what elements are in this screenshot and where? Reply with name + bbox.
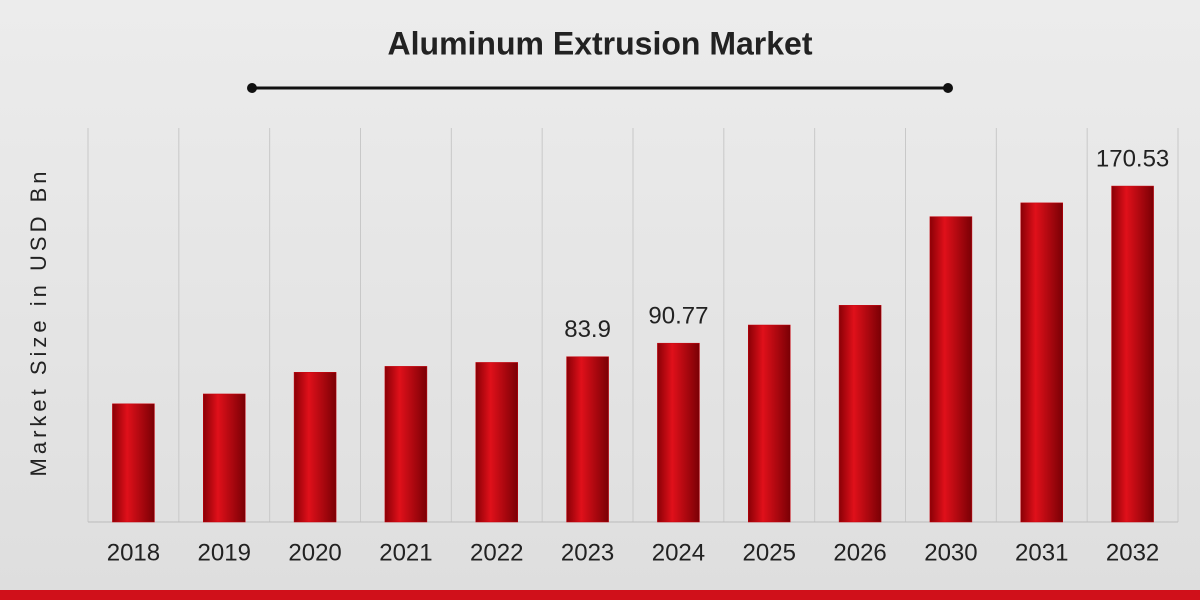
x-tick-label: 2025 bbox=[743, 539, 796, 566]
x-tick-label: 2031 bbox=[1015, 539, 1068, 566]
bar bbox=[1111, 185, 1154, 523]
x-tick-label: 2020 bbox=[288, 539, 341, 566]
title-dot bbox=[943, 83, 953, 93]
bar bbox=[203, 393, 246, 523]
bar bbox=[112, 403, 155, 523]
bar bbox=[566, 356, 609, 523]
x-tick-label: 2026 bbox=[833, 539, 886, 566]
x-tick-label: 2018 bbox=[107, 539, 160, 566]
x-tick-label: 2032 bbox=[1106, 539, 1159, 566]
x-tick-label: 2021 bbox=[379, 539, 432, 566]
bar bbox=[1020, 202, 1063, 523]
bar bbox=[748, 324, 791, 523]
x-tick-label: 2030 bbox=[924, 539, 977, 566]
y-axis-label: Market Size in USD Bn bbox=[26, 168, 51, 477]
bar bbox=[929, 216, 973, 523]
bar bbox=[657, 342, 700, 523]
x-tick-label: 2022 bbox=[470, 539, 523, 566]
footer-strip bbox=[0, 590, 1200, 600]
value-label: 90.77 bbox=[648, 303, 708, 330]
x-tick-label: 2023 bbox=[561, 539, 614, 566]
x-tick-label: 2024 bbox=[652, 539, 705, 566]
bar bbox=[293, 372, 337, 523]
title-dot bbox=[247, 83, 257, 93]
value-label: 83.9 bbox=[564, 316, 611, 343]
bar bbox=[838, 305, 882, 523]
x-tick-label: 2019 bbox=[198, 539, 251, 566]
value-label: 170.53 bbox=[1096, 145, 1169, 172]
bar bbox=[384, 366, 428, 523]
chart-title: Aluminum Extrusion Market bbox=[388, 25, 813, 61]
bar bbox=[475, 362, 518, 523]
